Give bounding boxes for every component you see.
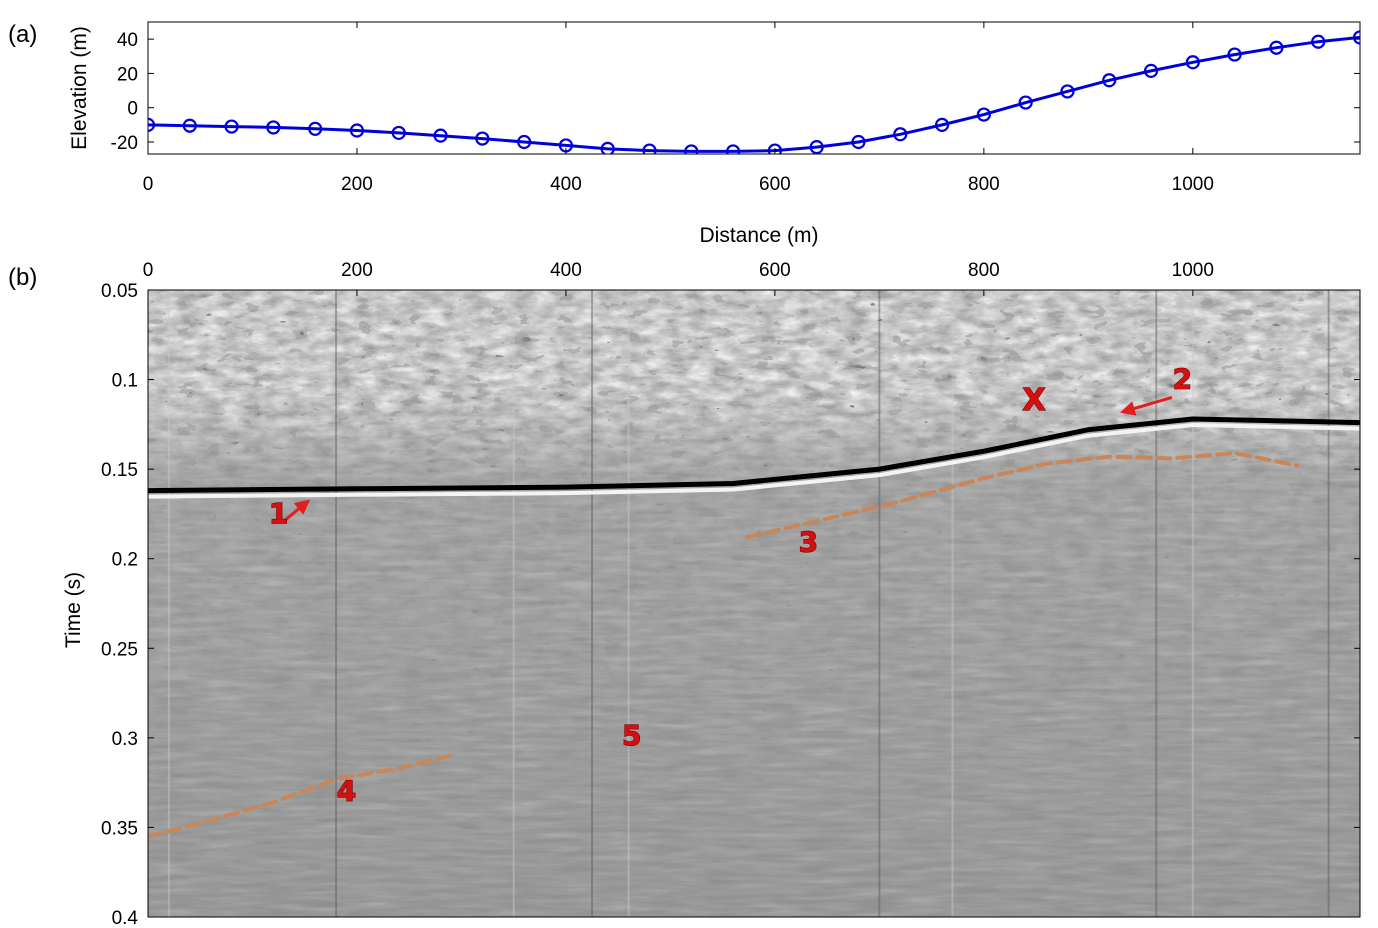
x-tick-label-a: 1000 [1172, 174, 1214, 195]
y-tick-label-b: 0.1 [112, 371, 138, 392]
elevation-point [1102, 73, 1117, 88]
panel-label-a: (a) [8, 21, 37, 48]
elevation-point [642, 143, 657, 154]
x-tick-label-b: 600 [759, 260, 791, 281]
elevation-point [1060, 84, 1075, 99]
elevation-point [1352, 30, 1360, 45]
elevation-point [1143, 63, 1159, 78]
y-tick-label-b: 0.25 [101, 639, 138, 660]
y-tick-label-b: 0.15 [101, 460, 138, 481]
y-tick-label-a: 0 [127, 99, 138, 120]
y-tick-label-b: 0.05 [101, 281, 138, 302]
annotation-label-3: 3 [799, 526, 818, 559]
x-tick-label-a: 400 [550, 174, 582, 195]
plot-b-frame [147, 289, 1361, 918]
elevation-point [391, 125, 406, 141]
elevation-point [182, 118, 197, 133]
x-tick-label-b: 200 [341, 260, 373, 281]
reflector-3 [744, 450, 1300, 540]
reflector-4 [148, 753, 453, 839]
elevation-point [1018, 95, 1033, 110]
x-tick-label-b: 800 [968, 260, 1000, 281]
y-tick-label-a: 20 [117, 64, 138, 85]
annotation-label-1: 1 [269, 497, 288, 530]
panel-label-b: (b) [8, 264, 37, 291]
x-tick-label-a: 200 [341, 174, 373, 195]
elevation-point [308, 121, 323, 136]
plot-a-frame [147, 21, 1361, 155]
annotation-arrow [282, 499, 311, 523]
y-axis-label-b: Time (s) [62, 572, 85, 648]
annotation-label-X: X [1022, 383, 1045, 418]
seismic-section-plot: 0 200 400 600 800 1000 0.05 0.1 0.15 0.2 0.25 0.3 0… [62, 260, 1361, 928]
elevation-point [1185, 55, 1200, 70]
x-tick-label-b: 0 [143, 260, 154, 281]
y-tick-label-b: 0.35 [101, 818, 138, 839]
x-tick-label-a: 800 [968, 174, 1000, 195]
annotation-label-2: 2 [1173, 363, 1192, 396]
elevation-point [148, 117, 156, 132]
elevation-point [809, 140, 824, 154]
x-tick-label-b: 1000 [1172, 260, 1214, 281]
x-tick-label-a: 600 [759, 174, 791, 195]
annotation-arrow [1119, 396, 1173, 416]
x-tick-label-a: 0 [143, 174, 154, 195]
annotation-label-5: 5 [622, 719, 641, 752]
elevation-point [517, 134, 532, 150]
elevation-point [851, 134, 866, 150]
elevation-point [475, 131, 490, 146]
seismic-texture-shallow [148, 290, 1360, 917]
elevation-point [224, 119, 239, 134]
elevation-point [934, 117, 950, 132]
elevation-point [1311, 34, 1326, 49]
y-tick-label-b: 0.3 [112, 729, 138, 750]
elevation-point [684, 144, 699, 154]
elevation-point [893, 127, 908, 142]
y-axis-label-a: Elevation (m) [68, 26, 91, 150]
annotation-label-4: 4 [337, 775, 356, 808]
elevation-point [349, 123, 365, 138]
y-tick-label-a: 40 [117, 30, 138, 51]
elevation-line [148, 35, 1360, 153]
reflector-1-white [148, 422, 1360, 499]
elevation-point [1227, 47, 1242, 62]
x-tick-label-b: 400 [550, 260, 582, 281]
y-tick-label-b: 0.2 [112, 550, 138, 571]
elevation-point [433, 128, 448, 143]
elevation-point [600, 141, 615, 154]
elevation-point [767, 143, 782, 154]
y-tick-label-b: 0.4 [112, 908, 139, 928]
reflector-1 [148, 416, 1360, 494]
y-tick-label-a: -20 [111, 133, 138, 154]
elevation-point [266, 120, 281, 135]
x-axis-label-a: Distance (m) [699, 224, 818, 247]
elevation-point [976, 107, 991, 122]
elevation-point [1269, 40, 1284, 55]
elevation-point [726, 144, 741, 154]
